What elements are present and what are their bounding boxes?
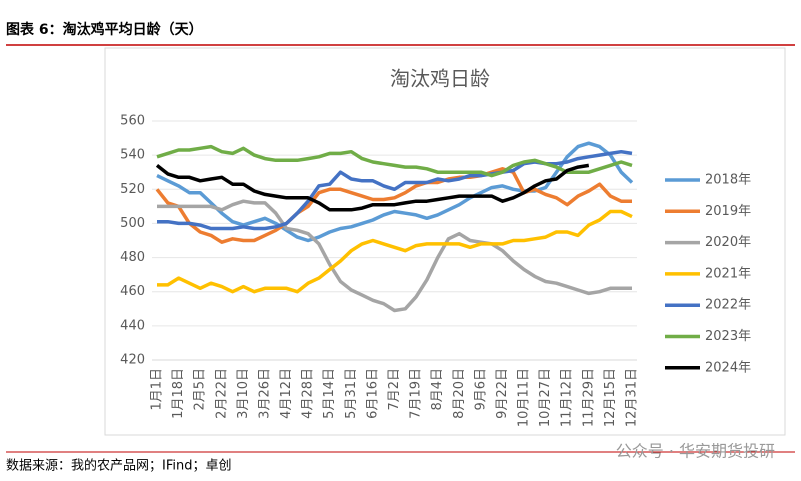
x-tick-label: 5月14日 <box>322 368 337 419</box>
x-tick-label: 7月19日 <box>409 368 424 419</box>
legend-label: 2019年 <box>705 204 751 219</box>
x-tick-label: 6月16日 <box>365 368 380 419</box>
legend-label: 2023年 <box>705 329 751 344</box>
legend-label: 2021年 <box>705 266 751 281</box>
x-tick-label: 5月31日 <box>344 368 359 419</box>
y-tick-label: 500 <box>120 216 145 231</box>
chart-title: 淘汰鸡日龄 <box>390 67 490 91</box>
x-tick-label: 12月31日 <box>625 368 640 427</box>
y-tick-label: 480 <box>120 250 145 265</box>
legend-label: 2024年 <box>705 360 751 375</box>
x-tick-label: 4月12日 <box>279 368 294 419</box>
series-line <box>156 144 633 178</box>
x-tick-label: 1月18日 <box>171 368 186 419</box>
x-tick-label: 8月4日 <box>430 368 445 411</box>
x-tick-label: 12月15日 <box>603 368 618 427</box>
x-tick-label: 10月27日 <box>538 368 553 427</box>
x-tick-label: 2月5日 <box>193 368 208 411</box>
series-line <box>155 163 590 212</box>
y-tick-label: 460 <box>120 284 145 299</box>
y-tick-label: 560 <box>120 114 145 129</box>
x-tick-label: 4月28日 <box>301 368 316 419</box>
series-line <box>157 209 633 294</box>
y-tick-label: 540 <box>120 148 145 163</box>
y-tick-label: 440 <box>120 318 145 333</box>
legend-label: 2018年 <box>705 173 751 188</box>
legend-label: 2022年 <box>705 298 751 313</box>
x-tick-label: 9月6日 <box>473 368 488 411</box>
x-tick-label: 1月1日 <box>150 368 165 411</box>
x-tick-label: 9月22日 <box>495 368 510 419</box>
x-tick-label: 10月11日 <box>517 368 532 427</box>
x-tick-label: 11月12日 <box>560 368 575 427</box>
source: 数据来源：我的农产品网；IFind；卓创 <box>6 458 231 474</box>
x-tick-label: 8月20日 <box>452 368 467 419</box>
y-tick-label: 420 <box>120 353 145 368</box>
series-line <box>155 167 632 244</box>
y-tick-label: 520 <box>120 182 145 197</box>
watermark: 公众号 · 华安期货投研 <box>616 442 775 461</box>
x-tick-label: 3月10日 <box>236 368 251 419</box>
series-line <box>157 199 632 313</box>
x-tick-label: 2月22日 <box>214 368 229 419</box>
x-tick-label: 7月2日 <box>387 368 402 411</box>
series-line <box>156 141 634 243</box>
series-line <box>157 149 633 231</box>
header: 图表 6：淘汰鸡平均日龄（天） <box>6 21 203 38</box>
x-tick-label: 11月29日 <box>581 368 596 427</box>
legend-label: 2020年 <box>705 235 751 250</box>
x-tick-label: 3月26日 <box>257 368 272 419</box>
